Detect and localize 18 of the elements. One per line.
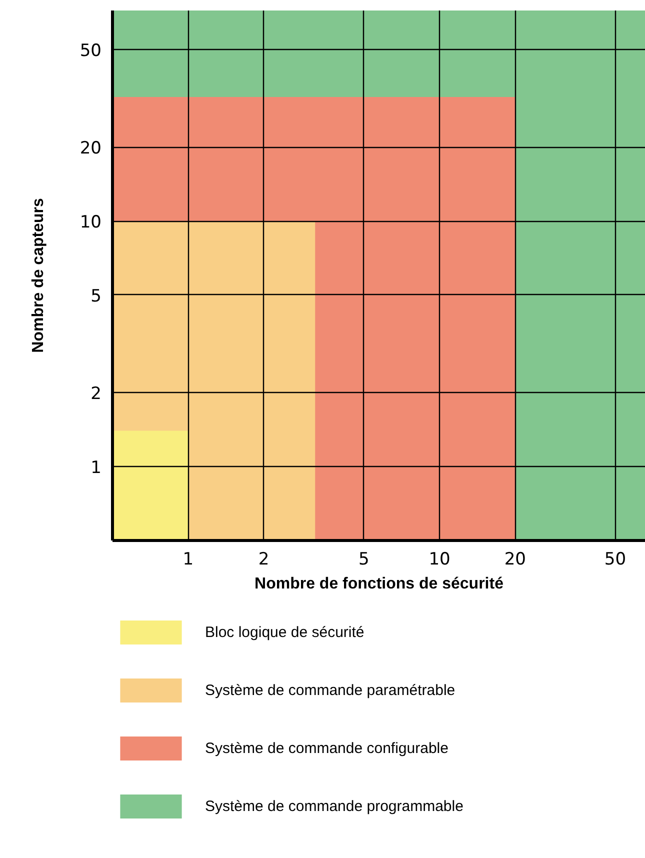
- y-tick-label: 50: [80, 40, 102, 61]
- legend-label: Système de commande programmable: [205, 796, 464, 816]
- y-axis-title: Nombre de capteurs: [30, 198, 47, 353]
- x-tick-label: 5: [358, 550, 370, 570]
- legend-label: Système de commande paramétrable: [205, 680, 456, 700]
- x-tick-label: 50: [604, 550, 626, 570]
- y-tick-label: 1: [90, 458, 102, 478]
- legend-label: Bloc logique de sécurité: [205, 622, 364, 642]
- legend-label: Système de commande configurable: [205, 738, 448, 758]
- y-tick-label: 5: [90, 286, 102, 306]
- x-axis-title: Nombre de fonctions de sécurité: [254, 576, 504, 592]
- x-tick-label: 2: [258, 550, 270, 570]
- x-tick-label: 1: [182, 550, 194, 570]
- y-tick-label: 10: [80, 212, 102, 233]
- x-tick-label: 20: [504, 550, 526, 570]
- x-tick-label: 10: [428, 550, 450, 570]
- y-tick-label: 20: [80, 138, 102, 159]
- y-tick-label: 2: [90, 384, 102, 404]
